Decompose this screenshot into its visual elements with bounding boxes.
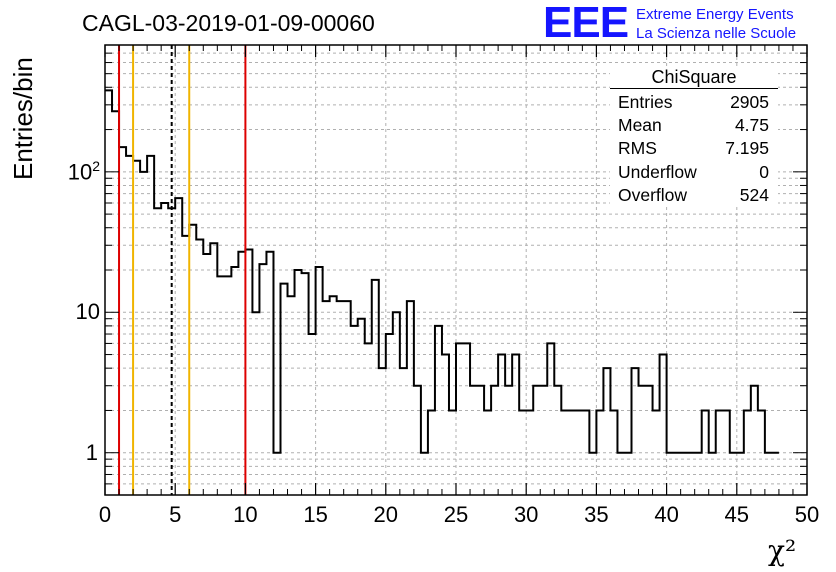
stats-value: 524 [739, 184, 769, 205]
y-axis-label: Entries/bin [8, 57, 38, 180]
stats-value: 7.195 [725, 138, 769, 159]
stats-row: Overflow 524 [610, 184, 778, 207]
logo-line-1: Extreme Energy Events [636, 6, 794, 23]
histogram-series [105, 89, 779, 454]
eee-logo: EEE [543, 0, 629, 47]
stats-value: 4.75 [734, 115, 769, 136]
x-tick-label: 30 [513, 502, 539, 527]
x-tick-label: 0 [98, 502, 112, 527]
logo-line-2: La Scienza nelle Scuole [636, 25, 797, 42]
x-tick-label: 10 [233, 502, 258, 527]
x-tick-label: 40 [654, 502, 679, 527]
stats-value: 2905 [730, 92, 769, 112]
x-tick-label: 15 [303, 502, 328, 527]
stats-label: Underflow [618, 161, 697, 182]
stats-label: Overflow [618, 184, 688, 205]
x-tick-label: 50 [794, 502, 820, 527]
stats-name: ChiSquare [610, 66, 778, 89]
x-axis-label: χ² [768, 534, 797, 567]
stats-row: Entries 2905 [610, 91, 778, 114]
stats-value: 0 [759, 161, 769, 182]
chart-title: CAGL-03-2019-01-09-00060 [82, 10, 375, 36]
stats-row: Underflow 0 [610, 161, 778, 184]
stats-label: Entries [618, 92, 673, 112]
x-tick-label: 25 [443, 502, 469, 527]
stats-label: RMS [618, 138, 657, 159]
x-tick-label: 5 [169, 502, 182, 527]
stats-box: ChiSquare Entries 2905 Mean 4.75 RMS 7.195 … [610, 66, 778, 208]
stats-label: Mean [618, 115, 662, 136]
y-tick-label-100: 102 [67, 158, 100, 185]
y-tick-label-10: 10 [75, 299, 100, 324]
x-tick-label: 45 [724, 502, 750, 527]
y-tick-label-1: 1 [85, 440, 98, 465]
x-tick-label: 20 [373, 502, 399, 527]
stats-row: Mean 4.75 [610, 114, 778, 137]
stats-row: RMS 7.195 [610, 137, 778, 160]
x-tick-label: 35 [584, 502, 609, 527]
